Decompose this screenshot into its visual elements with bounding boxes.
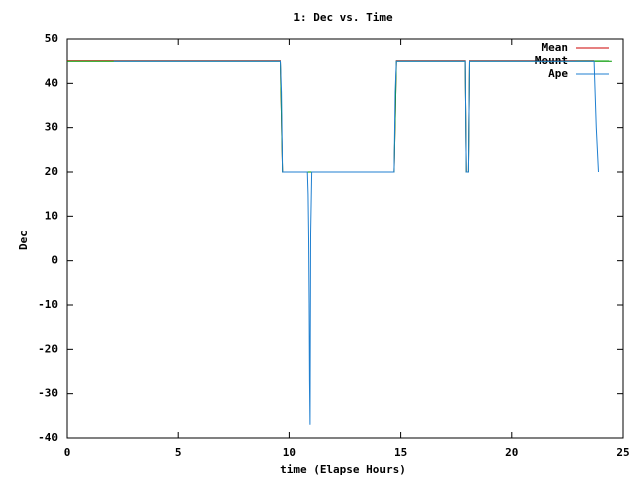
x-tick-label: 15 [394, 446, 407, 459]
x-tick-label: 10 [283, 446, 296, 459]
y-tick-label: 30 [45, 121, 58, 134]
x-tick-label: 20 [505, 446, 518, 459]
x-axis-label: time (Elapse Hours) [280, 463, 406, 476]
series-line [67, 60, 595, 173]
y-axis-label: Dec [17, 230, 30, 250]
legend-label: Mount [535, 54, 568, 67]
y-tick-label: 40 [45, 76, 58, 89]
plot-border [66, 38, 624, 439]
y-tick-label: -10 [38, 298, 58, 311]
y-tick-label: 10 [45, 209, 58, 222]
y-tick-label: -30 [38, 387, 58, 400]
x-tick-label: 25 [616, 446, 629, 459]
x-tick-label: 0 [64, 446, 71, 459]
chart-title: 1: Dec vs. Time [293, 11, 393, 24]
legend-label: Mean [542, 41, 569, 54]
y-tick-label: -20 [38, 342, 58, 355]
y-tick-label: -40 [38, 431, 58, 444]
series-line [67, 60, 612, 173]
legend-label: Ape [548, 67, 568, 80]
y-tick-label: 0 [51, 254, 58, 267]
series-line [113, 60, 599, 425]
x-tick-label: 5 [175, 446, 182, 459]
y-tick-label: 20 [45, 165, 58, 178]
y-tick-label: 50 [45, 32, 58, 45]
